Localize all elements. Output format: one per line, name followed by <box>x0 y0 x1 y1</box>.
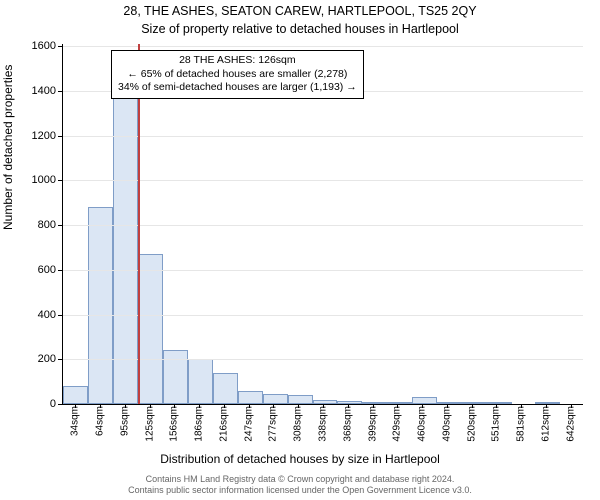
x-tick-label: 34sqm <box>70 406 81 436</box>
x-tick-label: 277sqm <box>268 406 279 442</box>
annotation-line-2: ← 65% of detached houses are smaller (2,… <box>118 68 357 82</box>
annotation-box: 28 THE ASHES: 126sqm← 65% of detached ho… <box>111 50 364 99</box>
footer-line-2: Contains public sector information licen… <box>0 485 600 496</box>
histogram-bar <box>412 397 437 404</box>
plot-area: 34sqm64sqm95sqm125sqm156sqm186sqm216sqm2… <box>62 44 583 405</box>
histogram-bar <box>313 400 338 404</box>
x-tick-label: 95sqm <box>119 406 130 436</box>
x-tick-label: 612sqm <box>540 406 551 442</box>
y-tick-label: 200 <box>0 353 56 365</box>
gridline <box>63 359 583 360</box>
gridline <box>63 225 583 226</box>
histogram-bar <box>88 207 113 404</box>
x-tick-mark <box>125 404 126 408</box>
x-tick-mark <box>199 404 200 408</box>
histogram-bar <box>437 402 462 404</box>
x-tick-mark <box>397 404 398 408</box>
histogram-bar <box>362 402 387 404</box>
histogram-bar <box>63 386 88 404</box>
y-tick-label: 600 <box>0 264 56 276</box>
chart-footer: Contains HM Land Registry data © Crown c… <box>0 474 600 497</box>
y-tick-label: 1400 <box>0 85 56 97</box>
y-tick-label: 1200 <box>0 130 56 142</box>
x-tick-mark <box>100 404 101 408</box>
annotation-line-3: 34% of semi-detached houses are larger (… <box>118 81 357 95</box>
x-tick-mark <box>174 404 175 408</box>
histogram-bar <box>263 394 288 404</box>
gridline <box>63 270 583 271</box>
x-tick-mark <box>298 404 299 408</box>
gridline <box>63 46 583 47</box>
histogram-bar <box>188 359 213 404</box>
x-tick-mark <box>496 404 497 408</box>
chart-title-description: Size of property relative to detached ho… <box>0 22 600 36</box>
y-tick-label: 1600 <box>0 40 56 52</box>
histogram-bar <box>535 402 560 404</box>
histogram-bar <box>487 402 512 404</box>
histogram-bar <box>113 95 138 404</box>
footer-line-1: Contains HM Land Registry data © Crown c… <box>0 474 600 485</box>
x-tick-label: 64sqm <box>95 406 106 436</box>
x-tick-mark <box>249 404 250 408</box>
x-tick-label: 186sqm <box>194 406 205 442</box>
histogram-bar <box>138 254 163 404</box>
histogram-bar <box>387 402 412 404</box>
x-tick-label: 460sqm <box>417 406 428 442</box>
x-tick-label: 247sqm <box>243 406 254 442</box>
x-tick-mark <box>150 404 151 408</box>
x-tick-label: 490sqm <box>441 406 452 442</box>
x-tick-mark <box>75 404 76 408</box>
x-tick-label: 216sqm <box>218 406 229 442</box>
x-tick-label: 399sqm <box>367 406 378 442</box>
x-tick-label: 338sqm <box>318 406 329 442</box>
x-tick-label: 429sqm <box>392 406 403 442</box>
y-tick-label: 0 <box>0 398 56 410</box>
x-tick-mark <box>373 404 374 408</box>
histogram-bar <box>238 391 263 404</box>
x-tick-label: 308sqm <box>293 406 304 442</box>
gridline <box>63 315 583 316</box>
x-tick-mark <box>422 404 423 408</box>
histogram-bar <box>462 402 487 404</box>
x-tick-mark <box>273 404 274 408</box>
x-tick-label: 156sqm <box>169 406 180 442</box>
gridline <box>63 136 583 137</box>
x-axis-label: Distribution of detached houses by size … <box>0 452 600 466</box>
x-tick-mark <box>348 404 349 408</box>
x-tick-mark <box>472 404 473 408</box>
x-tick-mark <box>224 404 225 408</box>
y-tick-label: 1000 <box>0 174 56 186</box>
chart-container: 28, THE ASHES, SEATON CAREW, HARTLEPOOL,… <box>0 0 600 500</box>
histogram-bar <box>337 401 362 404</box>
x-tick-label: 551sqm <box>491 406 502 442</box>
y-tick-label: 400 <box>0 309 56 321</box>
x-tick-label: 368sqm <box>342 406 353 442</box>
x-tick-mark <box>521 404 522 408</box>
histogram-bar <box>288 395 313 404</box>
x-ticks-group: 34sqm 64sqm 95sqm 125sqm 156sqm 186sqm 216sqm 2… <box>63 406 583 456</box>
x-tick-mark <box>447 404 448 408</box>
x-tick-label: 642sqm <box>565 406 576 442</box>
x-tick-label: 520sqm <box>466 406 477 442</box>
annotation-line-1: 28 THE ASHES: 126sqm <box>118 54 357 68</box>
x-tick-mark <box>571 404 572 408</box>
histogram-bar <box>213 373 238 404</box>
gridline <box>63 180 583 181</box>
chart-title-address: 28, THE ASHES, SEATON CAREW, HARTLEPOOL,… <box>0 4 600 18</box>
x-tick-label: 125sqm <box>144 406 155 442</box>
x-tick-mark <box>323 404 324 408</box>
x-tick-label: 581sqm <box>516 406 527 442</box>
x-tick-mark <box>546 404 547 408</box>
y-tick-label: 800 <box>0 219 56 231</box>
